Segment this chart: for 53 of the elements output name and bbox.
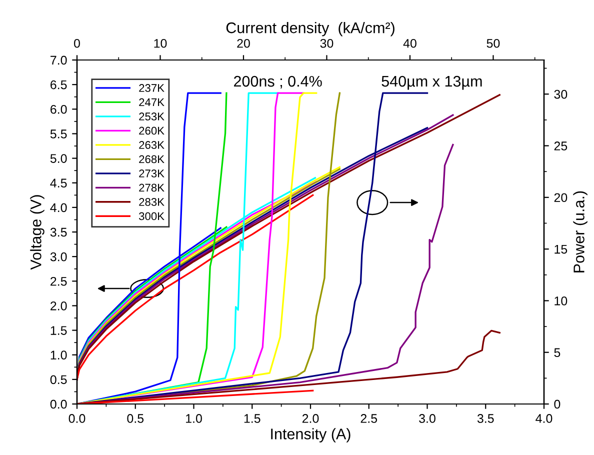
legend-label: 268K	[139, 155, 164, 164]
legend-label: 273K	[139, 170, 164, 178]
y2-tick-label: 20	[554, 193, 568, 202]
legend-label: 300K	[138, 212, 164, 220]
y-tick-label: 7.0	[50, 56, 67, 65]
y-tick-label: 5.5	[50, 130, 67, 138]
annotation: 200ns ; 0.4%	[234, 76, 322, 89]
legend-label: 237K	[139, 84, 164, 92]
y2-tick-label: 15	[554, 244, 568, 254]
y2-tick-label: 10	[554, 296, 568, 306]
x-tick-label: 1.5	[244, 414, 260, 423]
y-axis-title: Voltage (V)	[30, 195, 44, 270]
y-tick-label: 2.5	[50, 276, 67, 286]
y-tick-label: 6.0	[50, 104, 67, 114]
y-tick-label: 0.5	[50, 375, 67, 384]
x-tick-label: 2.0	[302, 414, 319, 423]
y-tick-label: 4.5	[50, 178, 67, 188]
y-tick-label: 1.0	[50, 350, 67, 360]
y2-tick-label: 0	[554, 400, 560, 409]
x2-tick-label: 0	[74, 38, 80, 48]
x-axis-title: Intensity (A)	[271, 428, 350, 442]
y-tick-label: 0.0	[50, 400, 67, 409]
x2-tick-label: 30	[320, 38, 334, 48]
x2-tick-label: 10	[154, 38, 167, 48]
legend-label: 260K	[139, 126, 164, 135]
x-tick-label: 0.0	[68, 414, 86, 423]
x-tick-label: 1.0	[186, 414, 202, 423]
legend-label: 253K	[139, 112, 164, 120]
y2-tick-label: 25	[554, 142, 568, 150]
y-tick-label: 6.5	[50, 80, 67, 90]
x2-axis-title: Current density (kA/cm²)	[226, 22, 394, 36]
y-tick-label: 2.0	[50, 302, 67, 310]
x2-tick-label: 40	[403, 38, 416, 48]
y-tick-label: 3.5	[50, 228, 67, 237]
x-tick-label: 2.5	[360, 414, 378, 423]
y2-axis-title: Power (u.a.)	[573, 191, 588, 272]
y-tick-label: 3.0	[50, 252, 67, 262]
y-tick-label: 4.0	[50, 203, 67, 212]
x-tick-label: 4.0	[536, 414, 552, 423]
annotation: 540µm x 13µm	[382, 76, 482, 90]
legend-label: 263K	[139, 141, 164, 149]
legend-label: 283K	[139, 198, 164, 206]
x2-tick-label: 50	[486, 38, 500, 48]
y-tick-label: 5.0	[50, 154, 67, 163]
x-tick-label: 0.5	[127, 414, 144, 423]
x-tick-label: 3.0	[419, 414, 436, 423]
x-tick-label: 3.5	[477, 414, 494, 423]
y2-tick-label: 30	[554, 90, 568, 99]
legend-label: 247K	[139, 98, 164, 106]
y-tick-label: 1.5	[50, 326, 67, 335]
legend-label: 278K	[139, 184, 164, 192]
y2-tick-label: 5	[554, 348, 560, 357]
x2-tick-label: 20	[237, 38, 250, 48]
